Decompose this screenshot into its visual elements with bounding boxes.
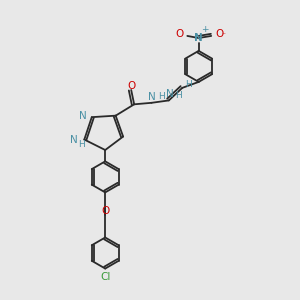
Text: H: H	[184, 80, 191, 89]
Text: O: O	[215, 29, 223, 39]
Text: N: N	[194, 33, 203, 43]
Text: +: +	[202, 26, 209, 34]
Text: O: O	[101, 206, 109, 216]
Text: O: O	[175, 29, 183, 39]
Text: N: N	[70, 134, 78, 145]
Text: Cl: Cl	[100, 272, 110, 282]
Text: H: H	[158, 92, 165, 101]
Text: N: N	[79, 111, 86, 121]
Text: H: H	[176, 91, 182, 100]
Text: H: H	[79, 140, 85, 148]
Text: O: O	[127, 80, 135, 91]
Text: N: N	[148, 92, 156, 102]
Text: ⁻: ⁻	[222, 30, 226, 39]
Text: N: N	[166, 89, 173, 100]
